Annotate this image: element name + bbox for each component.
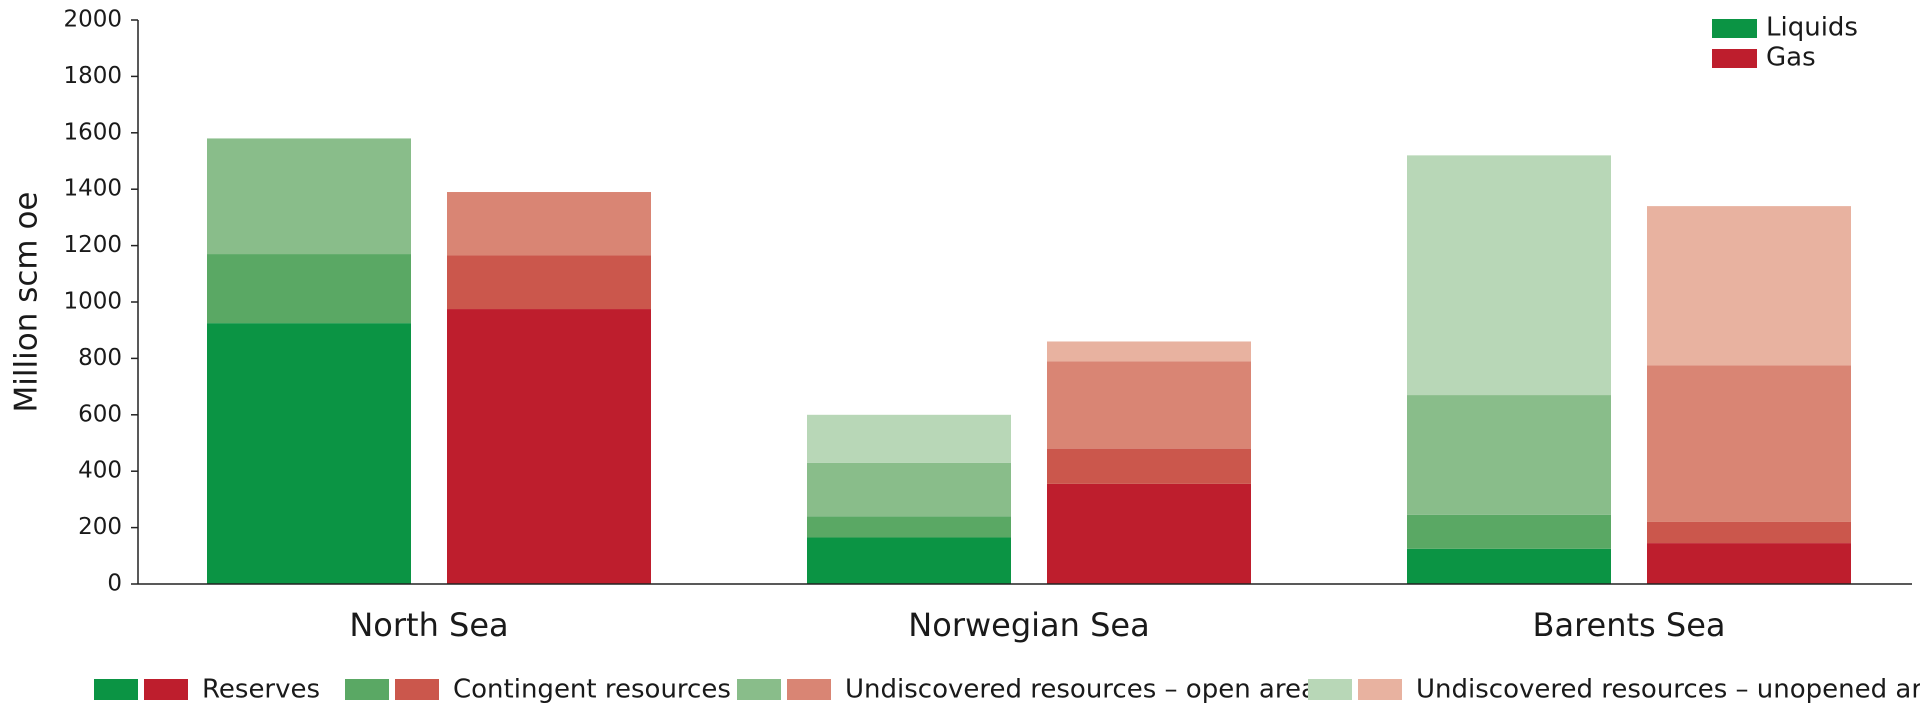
bar-segment (1647, 365, 1851, 522)
legend-swatch (1712, 49, 1757, 68)
bar-segment (807, 516, 1011, 538)
bar-segment (1047, 361, 1251, 449)
y-tick-label: 800 (78, 345, 122, 371)
bar-segment (447, 255, 651, 310)
x-tick-label: North Sea (349, 606, 508, 644)
legend-swatch (737, 679, 781, 700)
y-tick-label: 1600 (63, 119, 122, 145)
y-tick-label: 0 (107, 571, 122, 597)
legend-label: Undiscovered resources – unopened areas (1416, 675, 1920, 705)
bar-segment (1647, 543, 1851, 584)
legend-label: Contingent resources (453, 675, 731, 705)
bar-segment (1647, 206, 1851, 366)
x-tick-label: Barents Sea (1533, 606, 1726, 644)
bar-segment (207, 323, 411, 584)
y-tick-label: 200 (78, 514, 122, 540)
legend-swatch (395, 679, 439, 700)
y-tick-label: 1000 (63, 289, 122, 315)
y-tick-label: 400 (78, 458, 122, 484)
legend-label: Gas (1766, 43, 1816, 73)
legend-swatch (1308, 679, 1352, 700)
bar-segment (807, 462, 1011, 517)
legend-swatch (94, 679, 138, 700)
legend-swatch (1358, 679, 1402, 700)
y-tick-label: 2000 (63, 7, 122, 33)
legend-label: Undiscovered resources – open areas (845, 675, 1330, 705)
legend-label: Liquids (1766, 13, 1858, 43)
bar-segment (1407, 395, 1611, 515)
legend-swatch (1712, 19, 1757, 38)
legend-swatch (345, 679, 389, 700)
legend-swatch (787, 679, 831, 700)
bar-segment (447, 192, 651, 256)
bar-segment (1647, 521, 1851, 544)
bar-segment (1407, 155, 1611, 396)
bar-segment (1047, 341, 1251, 362)
bar-segment (807, 537, 1011, 584)
bar-segment (1407, 514, 1611, 549)
y-tick-label: 600 (78, 401, 122, 427)
bar-segment (207, 138, 411, 255)
bar-segment (1407, 548, 1611, 584)
y-tick-label: 1400 (63, 176, 122, 202)
y-axis-label: Million scm oe (9, 192, 45, 413)
legend-swatch (144, 679, 188, 700)
bar-segment (207, 254, 411, 324)
y-tick-label: 1200 (63, 232, 122, 258)
bar-segment (1047, 448, 1251, 484)
x-tick-label: Norwegian Sea (908, 606, 1149, 644)
legend-label: Reserves (202, 675, 320, 705)
y-tick-label: 1800 (63, 63, 122, 89)
bar-segment (447, 309, 651, 584)
bar-segment (807, 414, 1011, 463)
bar-segment (1047, 483, 1251, 584)
